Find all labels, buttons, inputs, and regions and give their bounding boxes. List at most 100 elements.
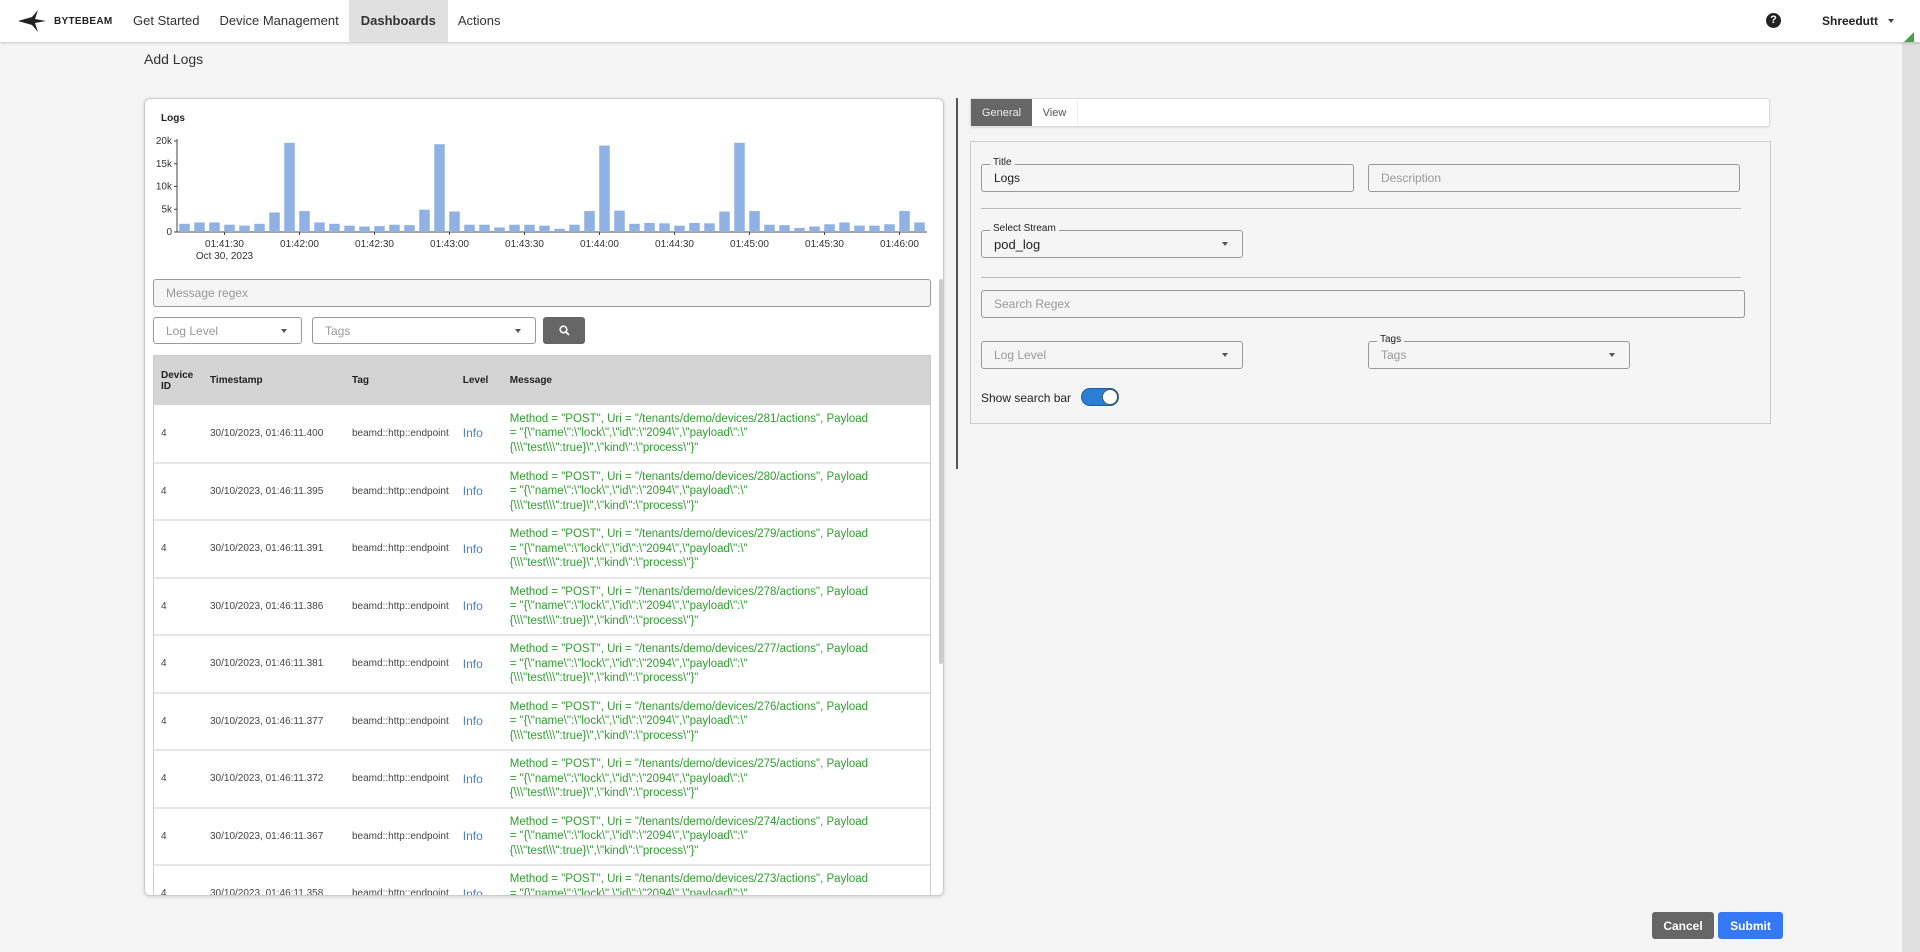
y-tick-label: 5k	[161, 204, 173, 215]
nav-device-management[interactable]: Device Management	[219, 13, 339, 28]
logs-histogram-chart: 0 5k 10k 15k 20k 01:41:30 01:42:00 01:42:30 01:4…	[156, 136, 927, 262]
toggle-knob	[1102, 389, 1118, 405]
brand-logo[interactable]: BYTEBEAM	[18, 0, 113, 42]
submit-button[interactable]: Submit	[1718, 912, 1783, 939]
table-row[interactable]: 4 30/10/2023, 01:46:11.381 beamd::http::en…	[154, 635, 930, 694]
histogram-bar	[419, 209, 430, 232]
show-search-bar-toggle[interactable]	[1081, 388, 1119, 406]
cell-device-id: 4	[154, 692, 203, 751]
stream-value: pod_log	[994, 236, 1041, 252]
tags-dropdown[interactable]: Tags	[312, 317, 536, 344]
histogram-bar	[884, 224, 895, 232]
table-row[interactable]: 4 30/10/2023, 01:46:11.391 beamd::http::en…	[154, 520, 930, 579]
table-row[interactable]: 4 30/10/2023, 01:46:11.377 beamd::http::en…	[154, 692, 930, 751]
table-row[interactable]: 4 30/10/2023, 01:46:11.358 beamd::http::en…	[154, 865, 930, 895]
y-tick-label: 10k	[156, 182, 173, 193]
user-menu[interactable]: Shreedutt	[1822, 0, 1895, 42]
cell-tag: beamd::http::endpoint	[345, 807, 456, 866]
histogram-bar	[179, 223, 190, 232]
histogram-bar	[254, 223, 265, 232]
cancel-button[interactable]: Cancel	[1652, 912, 1714, 939]
histogram-bar	[659, 223, 670, 232]
help-icon[interactable]: ?	[1766, 13, 1781, 28]
col-timestamp: Timestamp	[203, 356, 345, 405]
table-row[interactable]: 4 30/10/2023, 01:46:11.372 beamd::http::en…	[154, 750, 930, 809]
page-title: Add Logs	[144, 51, 204, 67]
panel-divider	[956, 98, 958, 469]
table-row[interactable]: 4 30/10/2023, 01:46:11.400 beamd::http::en…	[154, 405, 930, 464]
nav-menu: Get Started Device Management Dashboards…	[123, 0, 511, 42]
nav-actions[interactable]: Actions	[457, 13, 501, 28]
tab-general[interactable]: General	[971, 99, 1032, 126]
histogram-bar	[224, 224, 235, 232]
select-stream-dropdown[interactable]: Select Stream pod_log	[981, 223, 1243, 258]
tags-placeholder: Tags	[1381, 348, 1407, 362]
histogram-bar	[479, 224, 490, 232]
cell-device-id: 4	[154, 405, 203, 464]
x-tick-label: 01:46:00	[880, 239, 919, 250]
y-tick-label: 0	[166, 227, 172, 238]
table-row[interactable]: 4 30/10/2023, 01:46:11.395 beamd::http::en…	[154, 462, 930, 521]
title-input[interactable]: Title Logs	[981, 157, 1354, 192]
histogram-bar	[449, 211, 460, 232]
tags-placeholder: Tags	[325, 323, 351, 338]
divider	[981, 277, 1741, 278]
col-tag: Tag	[345, 356, 456, 405]
message-regex-input[interactable]: Message regex	[153, 279, 931, 307]
cell-device-id: 4	[154, 462, 203, 521]
table-row[interactable]: 4 30/10/2023, 01:46:11.367 beamd::http::en…	[154, 807, 930, 866]
cell-tag: beamd::http::endpoint	[345, 520, 456, 579]
search-button[interactable]	[543, 317, 585, 344]
cell-message: Method = "POST", Uri = "/tenants/demo/de…	[502, 462, 930, 521]
histogram-bar	[914, 222, 925, 232]
cell-message: Method = "POST", Uri = "/tenants/demo/de…	[502, 865, 930, 895]
cell-message: Method = "POST", Uri = "/tenants/demo/de…	[502, 520, 930, 579]
histogram-bar	[509, 224, 520, 232]
histogram-bar	[584, 211, 595, 232]
caret-down-icon	[1609, 353, 1615, 357]
tab-view[interactable]: View	[1032, 99, 1078, 126]
log-level-placeholder: Log Level	[166, 323, 219, 338]
cell-level: Info	[455, 807, 503, 866]
caret-down-icon	[1222, 242, 1228, 246]
description-input[interactable]: Description	[1368, 164, 1740, 192]
cell-tag: beamd::http::endpoint	[345, 577, 456, 636]
cell-device-id: 4	[154, 750, 203, 809]
x-tick-label: 01:45:30	[805, 239, 844, 250]
histogram-bar	[194, 222, 205, 232]
x-tick-label: 01:43:00	[430, 239, 469, 250]
col-message: Message	[502, 356, 930, 405]
histogram-bar	[614, 210, 625, 232]
log-level-select[interactable]: Log Level	[981, 341, 1243, 369]
cell-tag: beamd::http::endpoint	[345, 462, 456, 521]
histogram-bar	[284, 142, 295, 232]
histogram-bar	[434, 144, 445, 232]
cell-timestamp: 30/10/2023, 01:46:11.386	[203, 577, 345, 636]
cell-timestamp: 30/10/2023, 01:46:11.377	[203, 692, 345, 751]
nav-dashboards[interactable]: Dashboards	[348, 0, 448, 42]
tags-select[interactable]: Tags Tags	[1368, 334, 1630, 369]
cell-device-id: 4	[154, 635, 203, 694]
log-level-dropdown[interactable]: Log Level	[153, 317, 302, 344]
cell-device-id: 4	[154, 577, 203, 636]
histogram-bar	[674, 225, 685, 232]
nav-get-started[interactable]: Get Started	[133, 13, 200, 28]
user-name: Shreedutt	[1822, 14, 1879, 28]
cell-timestamp: 30/10/2023, 01:46:11.358	[203, 865, 345, 895]
table-row[interactable]: 4 30/10/2023, 01:46:11.386 beamd::http::en…	[154, 577, 930, 636]
histogram-bar	[239, 225, 250, 232]
search-regex-input[interactable]: Search Regex	[981, 290, 1745, 318]
title-label: Title	[990, 157, 1015, 168]
cell-timestamp: 30/10/2023, 01:46:11.391	[203, 520, 345, 579]
show-search-bar-label: Show search bar	[981, 391, 1072, 405]
preview-scrollbar[interactable]	[939, 279, 943, 664]
histogram-bar	[779, 225, 790, 232]
caret-down-icon	[515, 328, 521, 333]
x-tick-label: 01:45:00	[730, 239, 769, 250]
histogram-bar	[464, 224, 475, 232]
cell-level: Info	[455, 405, 503, 464]
histogram-bar	[359, 226, 370, 232]
tags-label: Tags	[1377, 334, 1405, 345]
page-scrollbar[interactable]	[1902, 42, 1920, 952]
